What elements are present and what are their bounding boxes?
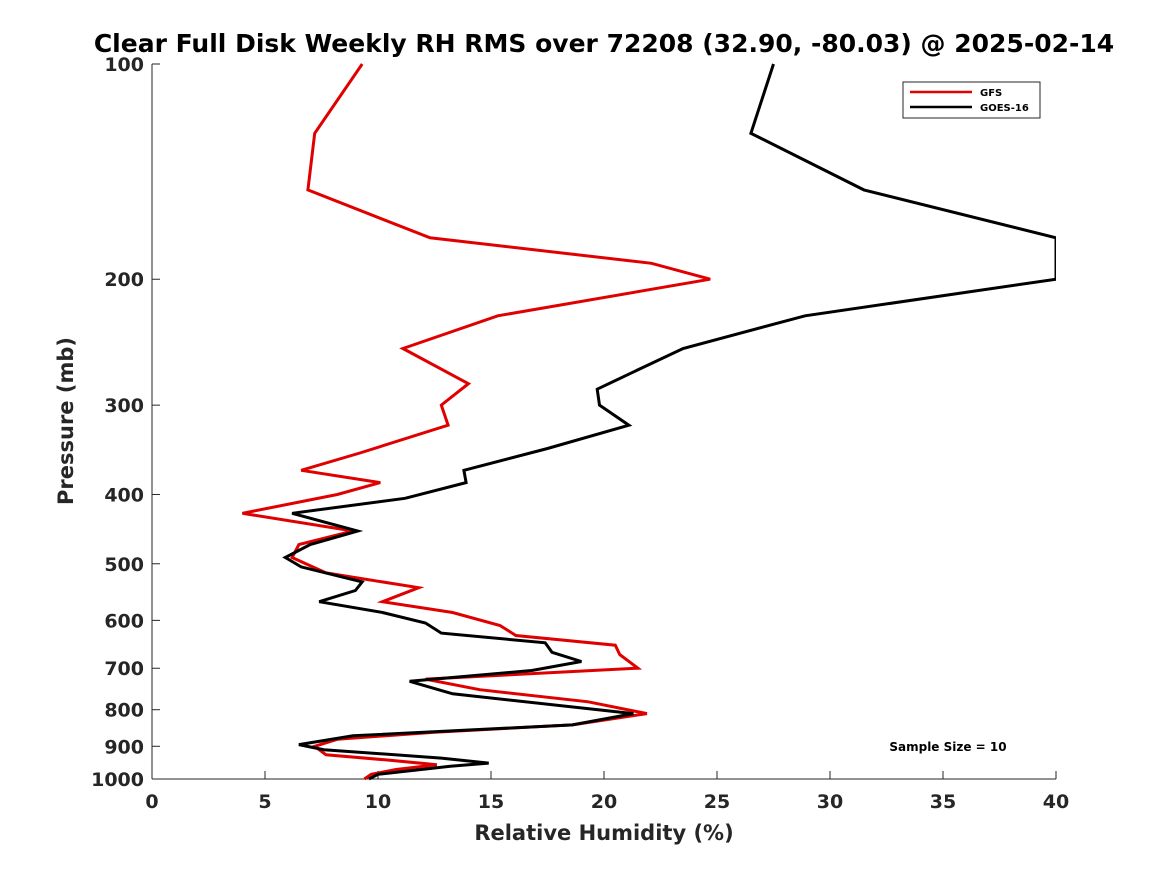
y-tick-label: 100 xyxy=(104,54,144,76)
legend-label-gfs: GFS xyxy=(980,88,1002,99)
series-layer xyxy=(242,63,1056,781)
y-tick-label: 700 xyxy=(104,658,144,680)
legend-box xyxy=(902,81,1041,119)
y-tick-label: 200 xyxy=(104,269,144,291)
x-tick-label: 25 xyxy=(704,791,730,813)
y-tick-label: 1000 xyxy=(91,769,144,791)
x-tick-label: 15 xyxy=(478,791,504,813)
chart-title: Clear Full Disk Weekly RH RMS over 72208… xyxy=(94,29,1114,58)
x-ticks: 0 5 10 15 20 25 30 35 40 xyxy=(145,771,1069,813)
series-line-goes16 xyxy=(282,63,1056,781)
y-tick-label: 900 xyxy=(104,736,144,758)
x-tick-label: 40 xyxy=(1043,791,1069,813)
y-tick-label: 400 xyxy=(104,484,144,506)
plot-axes xyxy=(151,64,1056,780)
x-tick-label: 30 xyxy=(817,791,843,813)
y-tick-label: 600 xyxy=(104,610,144,632)
y-axis-label: Pressure (mb) xyxy=(54,337,78,505)
y-ticks: 100 200 300 400 500 600 700 800 900 1000 xyxy=(91,54,160,791)
y-tick-label: 300 xyxy=(104,395,144,417)
sample-size-annotation: Sample Size = 10 xyxy=(889,740,1006,754)
x-axis-label: Relative Humidity (%) xyxy=(474,821,733,845)
x-tick-label: 5 xyxy=(258,791,271,813)
x-tick-label: 35 xyxy=(930,791,956,813)
legend: GFS GOES-16 xyxy=(902,81,1041,119)
legend-label-goes16: GOES-16 xyxy=(980,103,1029,114)
y-tick-label: 500 xyxy=(104,554,144,576)
x-tick-label: 20 xyxy=(591,791,617,813)
series-line-gfs xyxy=(242,63,711,781)
x-tick-label: 10 xyxy=(365,791,391,813)
x-tick-label: 0 xyxy=(145,791,158,813)
y-tick-label: 800 xyxy=(104,700,144,722)
